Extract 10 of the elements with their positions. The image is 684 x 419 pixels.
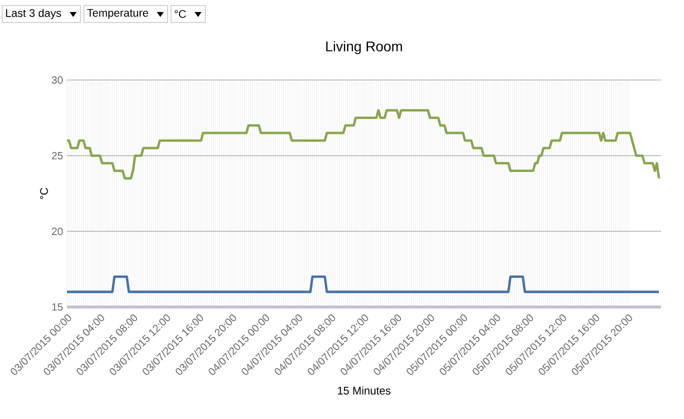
y-tick-label: 25 <box>52 152 63 160</box>
text: °C <box>174 10 186 18</box>
y-tick-label: 15 <box>52 303 63 311</box>
chart-title: Living Room <box>326 41 402 54</box>
x-axis-title: 15 Minutes <box>338 386 390 395</box>
y-tick-label: 20 <box>52 228 63 236</box>
y-tick-label: 30 <box>52 76 63 84</box>
y-axis-title: °C <box>40 188 48 200</box>
text: Last 3 days <box>6 8 62 20</box>
text: Temperature <box>87 9 148 19</box>
